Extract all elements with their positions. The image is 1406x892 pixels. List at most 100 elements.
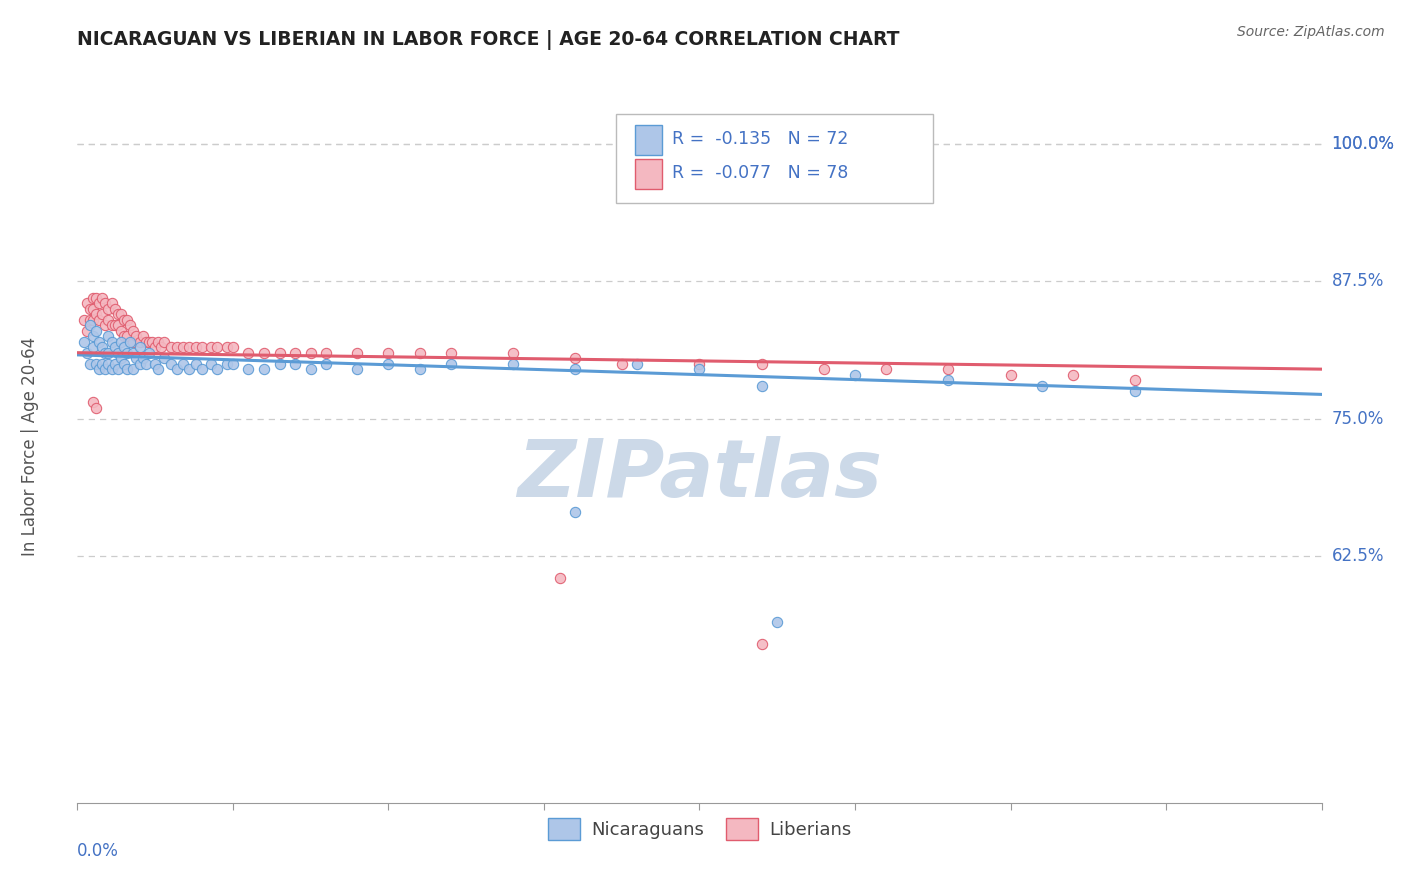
Text: ZIPatlas: ZIPatlas — [517, 435, 882, 514]
Point — [79, 318, 101, 333]
Point — [107, 307, 129, 321]
Point — [112, 329, 135, 343]
Text: Source: ZipAtlas.com: Source: ZipAtlas.com — [1237, 25, 1385, 39]
Point — [87, 362, 110, 376]
Point — [79, 312, 101, 326]
Point — [253, 345, 276, 359]
Point — [346, 345, 368, 359]
Point — [97, 312, 120, 326]
Text: R =  -0.077   N = 78: R = -0.077 N = 78 — [672, 164, 848, 182]
Point — [150, 340, 173, 354]
Point — [315, 357, 337, 371]
Point — [125, 351, 148, 366]
Point — [184, 340, 207, 354]
Point — [138, 334, 160, 349]
Point — [439, 345, 461, 359]
Point — [751, 357, 773, 371]
Point — [284, 357, 307, 371]
Point — [104, 357, 127, 371]
Point — [107, 362, 129, 376]
Point — [87, 312, 110, 326]
FancyBboxPatch shape — [616, 114, 934, 203]
Point — [110, 307, 132, 321]
Point — [115, 312, 138, 326]
Point — [87, 334, 110, 349]
Point — [148, 334, 170, 349]
Point — [1123, 384, 1146, 398]
Point — [751, 637, 773, 651]
Point — [104, 340, 127, 354]
Point — [122, 324, 145, 338]
Point — [84, 357, 107, 371]
Point — [82, 329, 104, 343]
Point — [94, 296, 117, 310]
Point — [91, 340, 114, 354]
Text: 100.0%: 100.0% — [1331, 135, 1395, 153]
Point — [172, 340, 194, 354]
Point — [125, 329, 148, 343]
Point — [408, 345, 430, 359]
Text: 0.0%: 0.0% — [77, 842, 120, 860]
Point — [564, 351, 586, 366]
Point — [689, 362, 711, 376]
Point — [215, 340, 238, 354]
Point — [91, 307, 114, 321]
Point — [1062, 368, 1084, 382]
Point — [91, 357, 114, 371]
Point — [179, 340, 201, 354]
Point — [166, 362, 188, 376]
Point — [439, 357, 461, 371]
Point — [82, 340, 104, 354]
Point — [269, 357, 291, 371]
Point — [79, 357, 101, 371]
Point — [72, 312, 94, 326]
Point — [122, 334, 145, 349]
Point — [200, 340, 222, 354]
Point — [751, 378, 773, 392]
Point — [97, 357, 120, 371]
Point — [122, 345, 145, 359]
FancyBboxPatch shape — [634, 125, 662, 155]
Point — [115, 329, 138, 343]
Point — [94, 362, 117, 376]
Point — [610, 357, 633, 371]
Point — [626, 357, 648, 371]
Point — [76, 324, 98, 338]
Point — [689, 357, 711, 371]
Point — [84, 291, 107, 305]
Point — [564, 362, 586, 376]
Point — [97, 301, 120, 316]
Point — [128, 340, 150, 354]
Point — [184, 357, 207, 371]
Point — [284, 345, 307, 359]
Point — [143, 340, 166, 354]
Point — [104, 318, 127, 333]
Point — [82, 312, 104, 326]
Text: 87.5%: 87.5% — [1331, 272, 1384, 290]
Point — [153, 351, 176, 366]
Point — [115, 345, 138, 359]
Point — [238, 362, 260, 376]
Point — [179, 362, 201, 376]
Text: 100.0%: 100.0% — [1331, 135, 1395, 153]
Point — [207, 340, 229, 354]
Legend: Nicaraguans, Liberians: Nicaraguans, Liberians — [540, 811, 859, 847]
Point — [76, 345, 98, 359]
Point — [84, 401, 107, 415]
Point — [100, 362, 122, 376]
Point — [84, 324, 107, 338]
Point — [502, 345, 524, 359]
Point — [131, 351, 153, 366]
Point — [110, 334, 132, 349]
Point — [315, 345, 337, 359]
Point — [253, 362, 276, 376]
Point — [813, 362, 835, 376]
Point — [120, 318, 142, 333]
Point — [346, 362, 368, 376]
Point — [190, 340, 214, 354]
Point — [120, 334, 142, 349]
Text: NICARAGUAN VS LIBERIAN IN LABOR FORCE | AGE 20-64 CORRELATION CHART: NICARAGUAN VS LIBERIAN IN LABOR FORCE | … — [77, 30, 900, 50]
Point — [207, 362, 229, 376]
Point — [112, 357, 135, 371]
Point — [844, 368, 866, 382]
